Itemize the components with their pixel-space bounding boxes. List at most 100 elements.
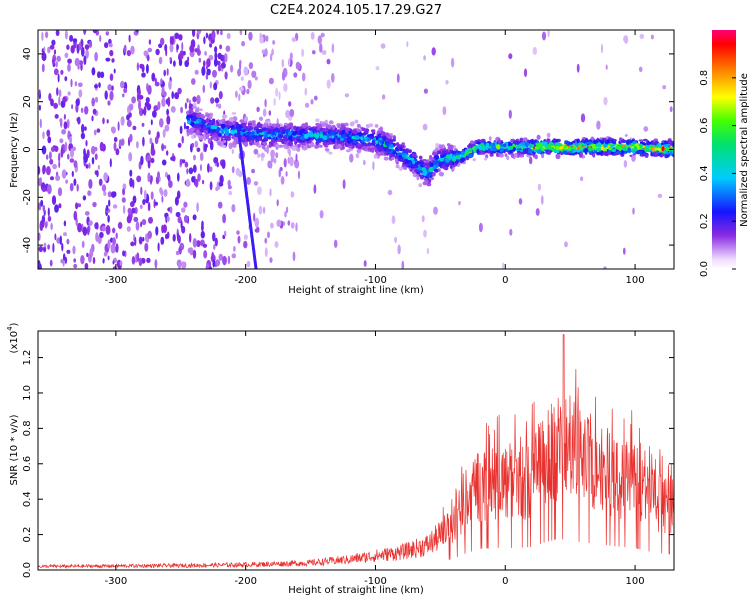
spectrogram-noise-cell	[423, 55, 426, 61]
spectrogram-ridge-cell	[658, 143, 662, 147]
spectrogram-noise-cell	[143, 50, 149, 57]
spectrogram-ridge-cell	[575, 143, 579, 147]
spectrogram-ridge-cell	[508, 145, 514, 150]
spectrogram-noise-cell	[47, 136, 52, 144]
spectrogram-ridge-cell	[391, 153, 395, 157]
spectrogram-noise-cell	[48, 151, 52, 160]
spectrogram-ridge-cell	[355, 153, 360, 159]
spectrogram-noise-cell	[47, 244, 50, 250]
spectrogram-ridge-cell	[294, 140, 298, 146]
spectrogram-ridge-cell	[256, 129, 260, 135]
spectrogram-ridge-cell	[226, 135, 231, 139]
spectrogram-ridge-cell	[644, 154, 649, 158]
spectrogram-ridge-cell	[431, 151, 437, 156]
spectrogram-noise-cell	[98, 178, 103, 186]
spectrogram-noise-cell	[196, 30, 202, 35]
spectrogram-ridge-cell	[638, 139, 644, 142]
spectrogram-noise-cell	[52, 163, 57, 170]
snr-series-line	[38, 334, 674, 570]
spectrogram-ridge-cell	[356, 145, 361, 148]
spectrogram-ridge-cell	[201, 121, 205, 125]
spectrogram-noise-cell	[580, 113, 586, 123]
spectrogram-noise-cell	[113, 191, 117, 197]
spectrogram-noise-cell	[155, 48, 160, 56]
spectrogram-noise-cell	[96, 128, 101, 133]
spectrogram-ridge-cell	[258, 116, 264, 122]
spectrogram-noise-cell	[150, 148, 156, 156]
spectrogram-streak-cell	[254, 266, 258, 269]
spectrogram-noise-cell	[218, 181, 224, 187]
spectrogram-noise-cell	[313, 95, 318, 101]
spectrogram-noise-cell	[342, 179, 346, 190]
spectrogram-noise-cell	[107, 100, 111, 106]
spectrogram-noise-cell	[161, 159, 167, 166]
spectrogram-ridge-cell	[220, 129, 225, 135]
spectrogram-ridge-cell	[207, 124, 213, 128]
spectrogram-noise-cell	[267, 160, 272, 169]
x-tick-label: -200	[234, 576, 257, 587]
spectrogram-ridge-cell	[429, 155, 432, 160]
spectrogram-ridge-cell	[301, 142, 306, 146]
spectrogram-noise-cell	[107, 191, 112, 198]
spectrogram-noise-cell	[88, 162, 91, 169]
spectrogram-noise-cell	[275, 152, 279, 159]
spectrogram-noise-cell	[52, 242, 55, 253]
spectrogram-noise-cell	[214, 97, 220, 104]
spectrogram-noise-cell	[421, 215, 425, 223]
spectrogram-noise-cell	[273, 158, 277, 164]
spectrogram-ridge-cell	[412, 169, 415, 175]
spectrogram-noise-cell	[166, 115, 171, 125]
spectrogram-noise-cell	[51, 58, 55, 65]
spectrogram-noise-cell	[215, 259, 221, 267]
spectrogram-ridge-cell	[267, 125, 271, 129]
spectrogram-ridge-cell	[271, 123, 276, 128]
spectrogram-ridge-cell	[189, 114, 193, 119]
x-tick-label: -300	[105, 275, 128, 286]
spectrogram-noise-cell	[196, 147, 201, 153]
spectrogram-ridge-cell	[522, 145, 526, 149]
spectrogram-noise-cell	[58, 160, 61, 169]
spectrogram-noise-cell	[135, 30, 139, 33]
spectrogram-noise-cell	[107, 255, 110, 261]
spectrogram-ridge-cell	[424, 180, 429, 184]
spectrogram-noise-cell	[220, 30, 223, 36]
spectrogram-noise-cell	[83, 55, 87, 66]
spectrogram-noise-cell	[63, 232, 67, 237]
spectrogram-ridge-cell	[269, 126, 275, 130]
spectrogram-ridge-cell	[292, 131, 297, 136]
spectrogram-noise-cell	[230, 64, 234, 73]
spectrogram-noise-cell	[129, 177, 134, 188]
spectrogram-ridge-cell	[296, 147, 301, 152]
y-tick-label: 0.8	[22, 420, 33, 436]
spectrogram-noise-cell	[251, 70, 257, 79]
spectrogram-noise-cell	[47, 215, 52, 222]
spectrogram-noise-cell	[278, 91, 281, 101]
spectrogram-noise-cell	[53, 68, 59, 76]
spectrogram-ridge-cell	[354, 119, 359, 124]
spectrogram-noise-cell	[211, 30, 216, 40]
spectrogram-noise-cell	[362, 159, 366, 166]
spectrogram-noise-cell	[100, 71, 105, 79]
spectrogram-ridge-cell	[264, 130, 268, 135]
spectrogram-noise-cell	[128, 103, 134, 111]
spectrogram-ridge-cell	[278, 144, 284, 148]
spectrogram-ridge-cell	[399, 146, 403, 152]
spectrogram-ridge-cell	[366, 137, 371, 142]
spectrogram-ridge-cell	[643, 138, 648, 142]
spectrogram-noise-cell	[191, 78, 196, 85]
spectrogram-noise-cell	[139, 204, 143, 209]
spectrogram-noise-cell	[132, 125, 137, 131]
spectrogram-noise-cell	[202, 243, 208, 248]
spectrogram-ridge-cell	[232, 121, 235, 125]
spectrogram-noise-cell	[41, 31, 44, 41]
spectrogram-noise-cell	[99, 231, 104, 239]
spectrogram-ridge-cell	[546, 132, 551, 138]
spectrogram-noise-cell	[164, 171, 168, 178]
spectrogram-ridge-cell	[563, 144, 567, 149]
spectrogram-noise-cell	[82, 195, 87, 201]
spectrogram-noise-cell	[69, 136, 73, 144]
spectrogram-ridge-cell	[344, 143, 348, 147]
spectrogram-ridge-cell	[259, 132, 265, 135]
spectrogram-noise-cell	[228, 190, 233, 196]
